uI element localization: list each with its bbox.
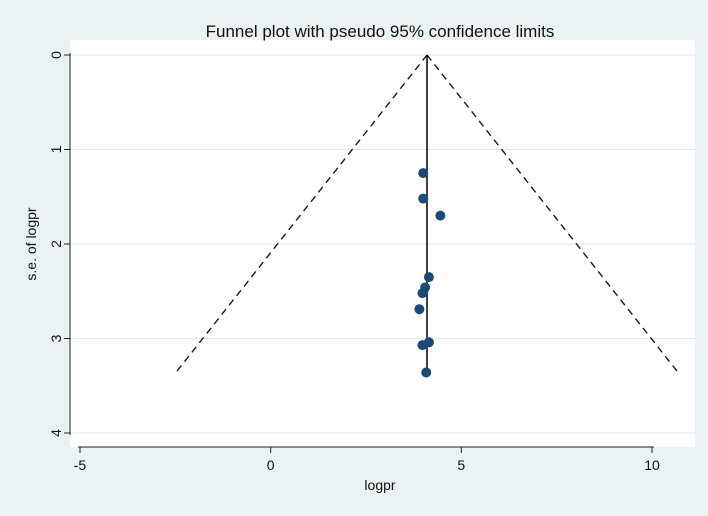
data-point-3 bbox=[423, 272, 434, 283]
x-tick-label-0: -5 bbox=[74, 457, 87, 473]
y-tick-label-3: 3 bbox=[48, 334, 64, 342]
x-tick-label-1: 0 bbox=[267, 457, 275, 473]
data-point-9 bbox=[421, 367, 432, 378]
x-axis-title: logpr bbox=[364, 477, 395, 493]
x-tick-label-3: 10 bbox=[644, 457, 660, 473]
y-tick-label-2: 2 bbox=[48, 240, 64, 248]
chart-title: Funnel plot with pseudo 95% confidence l… bbox=[206, 22, 555, 41]
x-tick-label-2: 5 bbox=[457, 457, 465, 473]
data-point-1 bbox=[418, 193, 429, 204]
funnel-right-ci-line bbox=[426, 54, 679, 373]
data-point-8 bbox=[417, 340, 428, 351]
y-tick-label-0: 0 bbox=[48, 51, 64, 59]
data-point-6 bbox=[414, 304, 425, 315]
y-tick-label-4: 4 bbox=[48, 429, 64, 437]
gridlines bbox=[70, 54, 695, 434]
funnel-lines bbox=[175, 54, 679, 373]
data-points bbox=[414, 168, 446, 378]
funnel-left-ci-line bbox=[175, 54, 428, 373]
axes: 0 1 2 3 4 -5 0 5 10 bbox=[48, 51, 660, 473]
data-point-0 bbox=[418, 168, 429, 179]
data-point-5 bbox=[417, 288, 428, 299]
y-tick-label-1: 1 bbox=[48, 145, 64, 153]
y-axis-title: s.e. of logpr bbox=[23, 207, 39, 280]
data-point-2 bbox=[435, 210, 446, 221]
